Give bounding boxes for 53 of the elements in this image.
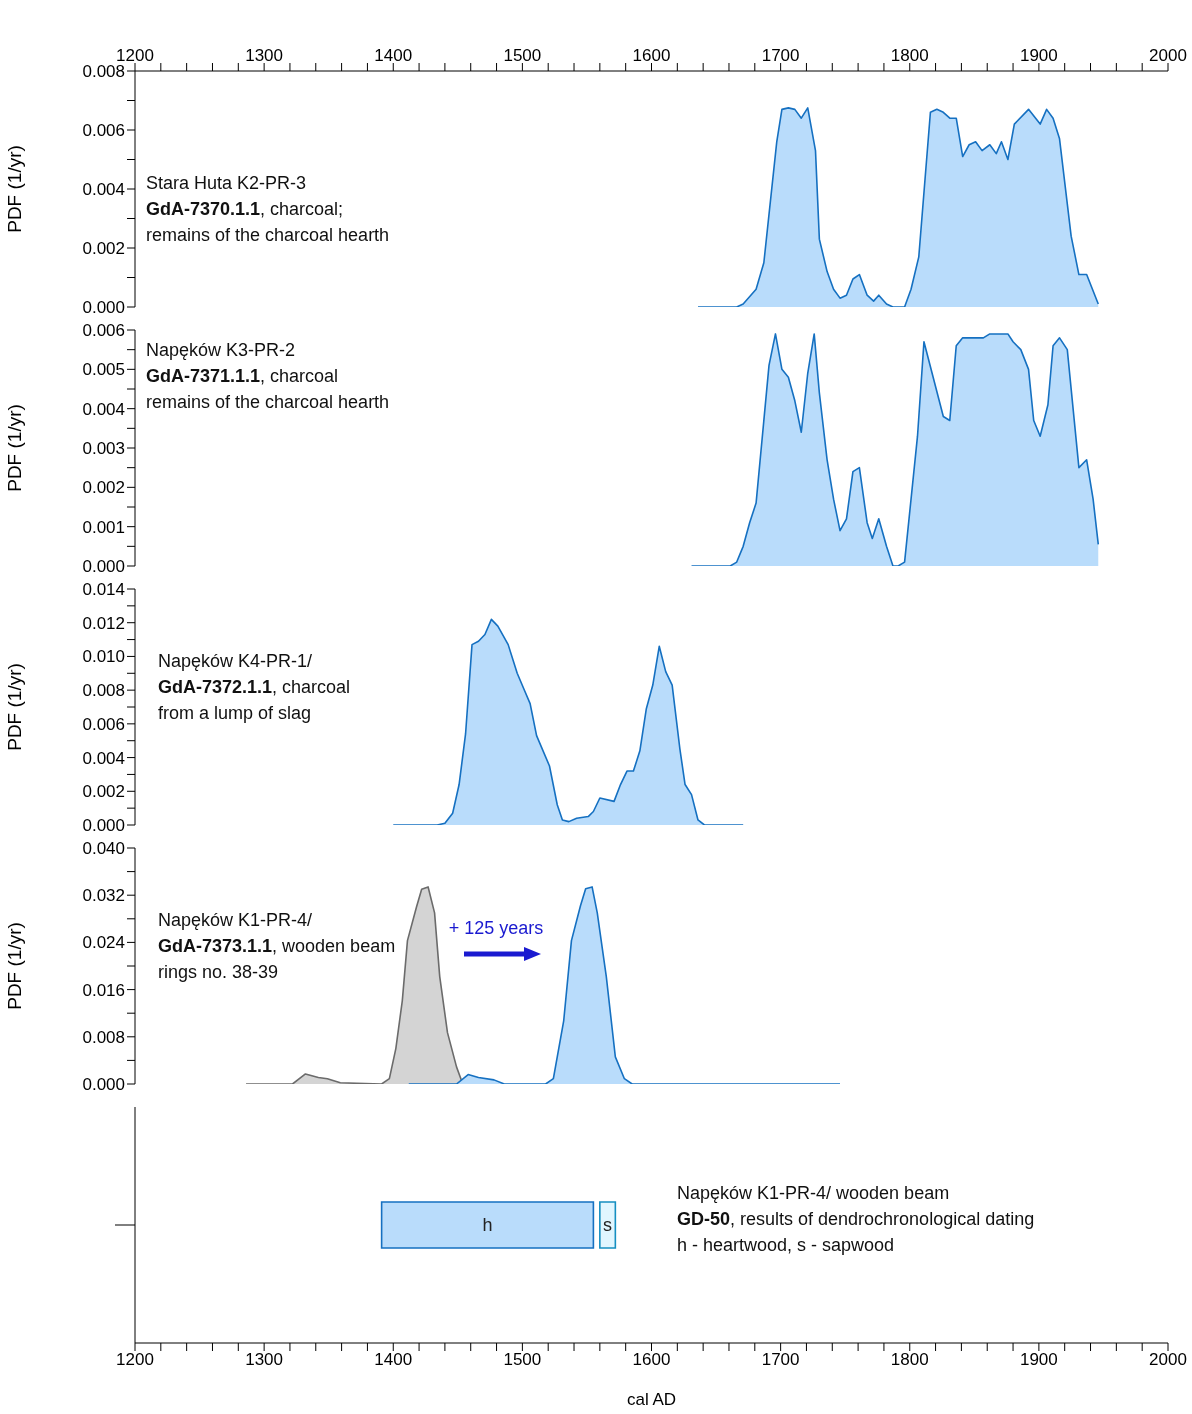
y-tick-label: 0.008 [82, 62, 125, 82]
y-tick-label: 0.000 [82, 557, 125, 577]
y-tick-label: 0.008 [82, 1027, 125, 1047]
y-tick-label: 0.001 [82, 517, 125, 537]
x-tick-label: 1300 [245, 46, 284, 65]
y-tick-label: 0.012 [82, 613, 125, 633]
data-label: h [482, 1215, 493, 1235]
y-tick-label: 0.040 [82, 839, 125, 859]
annotation: Napęków K1-PR-4/ wooden beam GD-50, results of dendrochronological dating h - heartwood, s - sapwood [677, 1182, 1035, 1257]
annotation: + 125 years [447, 918, 545, 939]
x-tick-label: 1900 [1019, 1350, 1058, 1370]
y-tick-label: 0.000 [82, 298, 125, 318]
x-axis-title: cal AD [626, 1390, 677, 1409]
annotation: Stara Huta K2-PR-3 GdA-7370.1.1, charcoal; remains of the charcoal hearth [146, 172, 390, 247]
y-tick-label: 0.014 [82, 580, 125, 600]
y-tick-label: 0.002 [82, 239, 125, 259]
y-tick-label: 0.006 [82, 321, 125, 341]
annotation: Napęków K3-PR-2 GdA-7371.1.1, charcoal remains of the charcoal hearth [146, 339, 390, 414]
x-tick-label: 1400 [374, 1350, 413, 1370]
x-tick-label: 1800 [890, 1350, 929, 1370]
y-tick-label: 0.024 [82, 933, 125, 953]
x-tick-label: 1600 [632, 1350, 671, 1370]
x-tick-label: 1200 [116, 46, 154, 65]
annotation: Napęków K1-PR-4/ GdA-7373.1.1, wooden beam rings no. 38-39 [158, 909, 396, 984]
annotation: Napęków K4-PR-1/ GdA-7372.1.1, charcoal from a lump of slag [158, 650, 351, 725]
y-tick-label: 0.032 [82, 886, 125, 906]
y-tick-label: 0.006 [82, 121, 125, 141]
y-tick-label: 0.000 [82, 1075, 125, 1095]
x-tick-label: 1900 [1019, 46, 1058, 65]
x-tick-label: 1700 [761, 46, 800, 65]
y-tick-label: 0.016 [82, 980, 125, 1000]
y-tick-label: 0.008 [82, 681, 125, 701]
x-tick-label: 1700 [761, 1350, 800, 1370]
x-tick-label: 1200 [116, 1350, 154, 1370]
y-tick-label: 0.004 [82, 180, 125, 200]
x-tick-label: 2000 [1149, 46, 1187, 65]
y-tick-label: 0.005 [82, 360, 125, 380]
x-tick-label: 1500 [503, 1350, 542, 1370]
y-tick-label: 0.006 [82, 714, 125, 734]
x-tick-label: 1600 [632, 46, 671, 65]
y-tick-label: 0.003 [82, 439, 125, 459]
x-tick-label: 1400 [374, 46, 413, 65]
x-tick-label: 1300 [245, 1350, 284, 1370]
x-tick-label: 1500 [503, 46, 542, 65]
y-tick-label: 0.000 [82, 816, 125, 836]
y-tick-label: 0.002 [82, 782, 125, 802]
x-tick-label: 1800 [890, 46, 929, 65]
y-tick-label: 0.004 [82, 748, 125, 768]
y-tick-label: 0.004 [82, 399, 125, 419]
x-tick-label: 2000 [1149, 1350, 1187, 1370]
y-tick-label: 0.010 [82, 647, 125, 667]
data-label: s [603, 1215, 613, 1235]
y-tick-label: 0.002 [82, 478, 125, 498]
